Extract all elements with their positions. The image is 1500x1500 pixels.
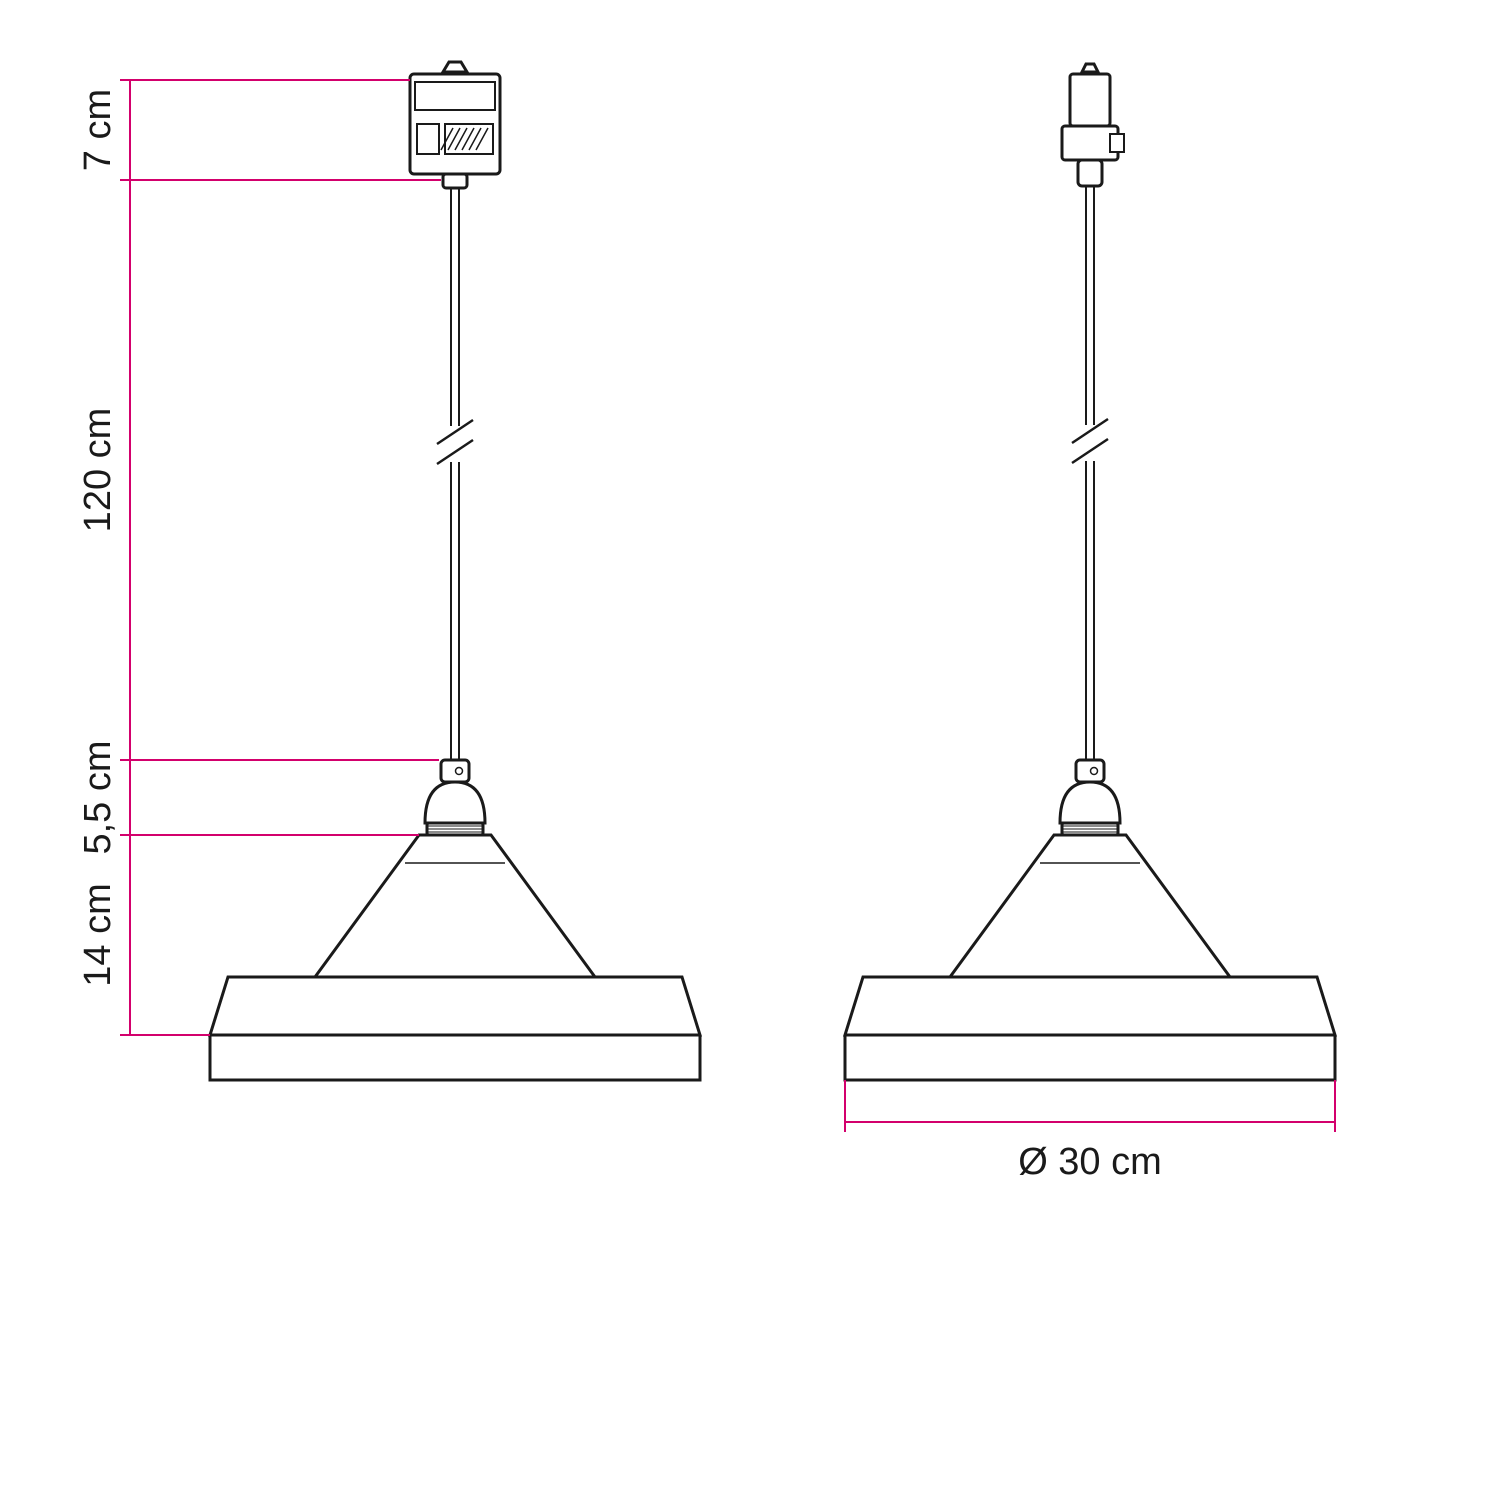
dimension-label: 5,5 cm xyxy=(77,740,119,854)
dimension-diameter-label: Ø 30 cm xyxy=(1018,1141,1162,1183)
dimension-label: 7 cm xyxy=(77,89,119,171)
pendant-lamp-side xyxy=(845,64,1335,1080)
pendant-lamp-front xyxy=(210,62,700,1080)
dimension-label: 14 cm xyxy=(77,883,119,986)
dimension-label: 120 cm xyxy=(77,408,119,533)
